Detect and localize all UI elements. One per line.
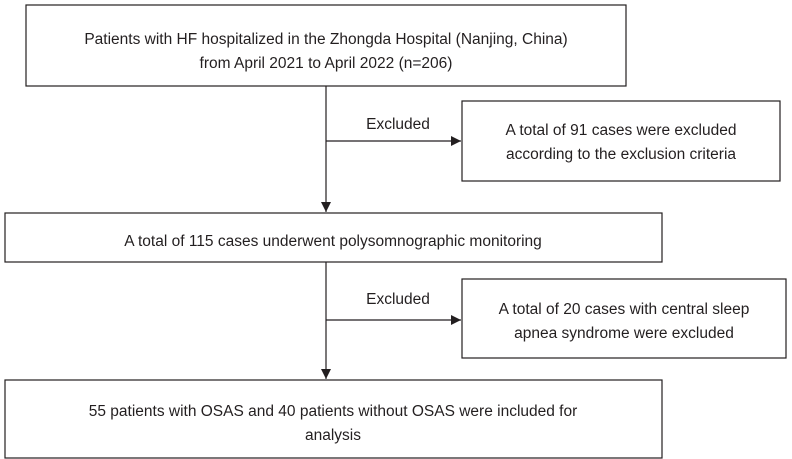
box-text: analysis	[305, 427, 361, 444]
box-text: apnea syndrome were excluded	[514, 325, 734, 342]
box-text: from April 2021 to April 2022 (n=206)	[200, 55, 453, 72]
box	[461, 278, 787, 359]
box	[461, 100, 781, 182]
box-text: A total of 91 cases were excluded	[506, 122, 737, 139]
edge-label: Excluded	[366, 291, 430, 308]
box	[25, 4, 627, 87]
box-text: A total of 20 cases with central sleep	[499, 301, 750, 318]
box-text: 55 patients with OSAS and 40 patients wi…	[89, 403, 578, 420]
edge-label: Excluded	[366, 116, 430, 133]
box-text: according to the exclusion criteria	[506, 146, 736, 163]
box	[4, 212, 663, 263]
box	[4, 379, 663, 459]
box-text: Patients with HF hospitalized in the Zho…	[84, 31, 567, 48]
box-text: A total of 115 cases underwent polysomno…	[124, 233, 542, 250]
